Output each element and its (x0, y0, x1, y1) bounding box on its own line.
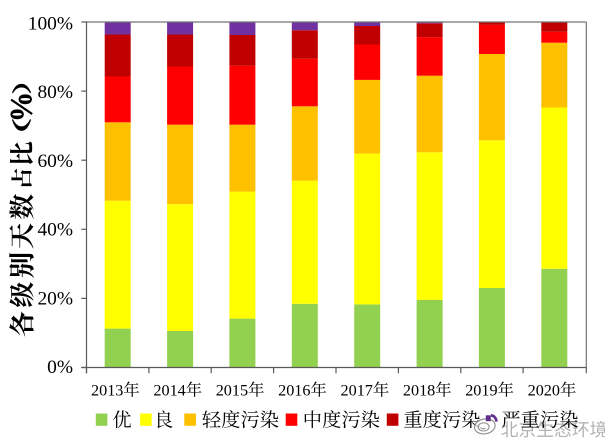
svg-text:0%: 0% (47, 357, 73, 378)
svg-text:2015: 2015 (216, 382, 248, 400)
svg-text:2017: 2017 (341, 382, 373, 400)
svg-text:2016: 2016 (278, 382, 310, 400)
svg-text:40%: 40% (37, 220, 73, 241)
svg-text:2013: 2013 (91, 382, 123, 400)
svg-text:2018: 2018 (403, 382, 435, 400)
svg-text:80%: 80% (37, 82, 73, 103)
svg-text:100%: 100% (28, 13, 73, 34)
svg-text:20%: 20% (37, 288, 73, 309)
svg-text:2020: 2020 (528, 382, 560, 400)
svg-text:60%: 60% (37, 151, 73, 172)
svg-text:2019: 2019 (465, 382, 497, 400)
svg-text:2014: 2014 (153, 382, 185, 400)
